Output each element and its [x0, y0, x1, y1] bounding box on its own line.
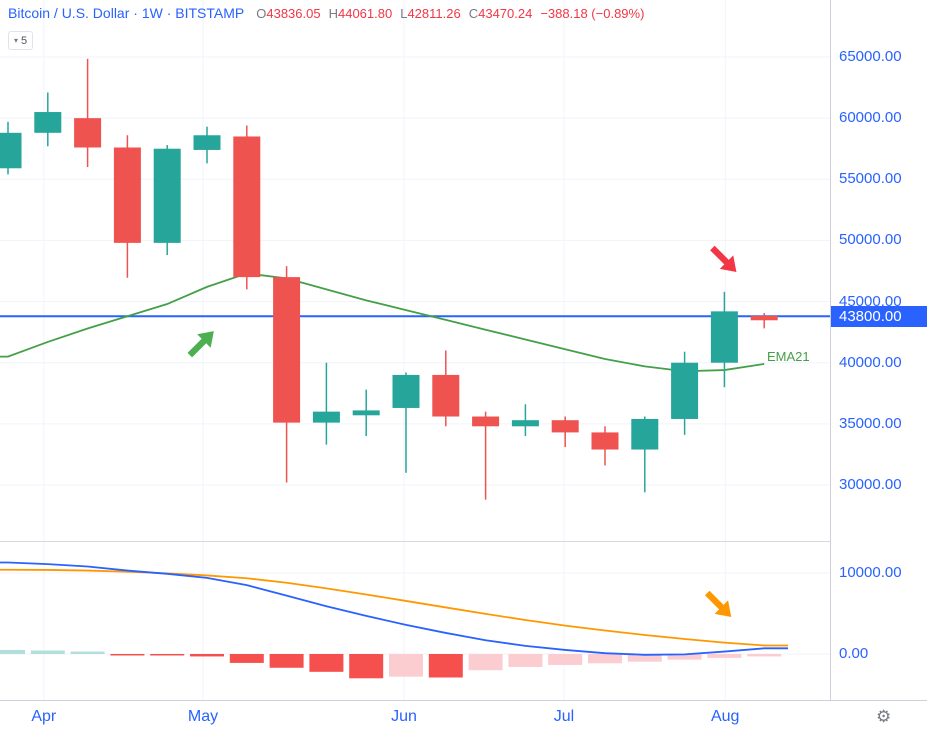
- ohlc-values: O43836.05 H44061.80 L42811.26 C43470.24 …: [256, 6, 644, 21]
- chart-legend: Bitcoin / U.S. Dollar · 1W · BITSTAMP O4…: [8, 5, 644, 21]
- change-value: −388.18 (−0.89%): [540, 6, 645, 21]
- candle-body: [113, 147, 141, 243]
- histogram-bar: [269, 654, 304, 668]
- open-value: 43836.05: [266, 6, 321, 21]
- candle-body: [34, 112, 62, 133]
- time-tick-label: Jun: [391, 708, 417, 725]
- candle-body: [432, 374, 460, 417]
- histogram-bar: [309, 654, 344, 672]
- low-value: 42811.26: [407, 6, 461, 21]
- time-tick-label: May: [187, 708, 219, 725]
- price-tick-label: 50000.00: [839, 231, 902, 249]
- candle-body: [511, 420, 539, 427]
- price-tick-label: 60000.00: [839, 109, 902, 127]
- candle-body: [352, 410, 380, 416]
- histogram-bar: [30, 650, 65, 654]
- histogram-bar: [627, 654, 662, 662]
- candle-body: [472, 416, 500, 427]
- candle-body: [591, 432, 619, 450]
- close-label: C: [468, 6, 479, 21]
- arrow-down-right-annotation: [704, 590, 732, 618]
- arrow-down-right-annotation: [710, 245, 737, 273]
- price-line-label: 43800.00: [831, 305, 927, 327]
- close-value: 43470.24: [478, 6, 533, 21]
- candlestick-chart-canvas[interactable]: [0, 0, 830, 700]
- indicator-tick-label: 10000.00: [839, 564, 902, 581]
- candle-body: [74, 118, 102, 148]
- histogram-bar: [349, 654, 384, 679]
- candle-body: [631, 418, 659, 450]
- histogram-bar: [667, 654, 702, 660]
- legend-collapsed-count: 5: [21, 34, 28, 47]
- candle-body: [671, 362, 699, 419]
- candle-body: [312, 411, 340, 423]
- price-tick-label: 65000.00: [839, 48, 902, 65]
- histogram-bar: [0, 649, 25, 654]
- time-tick-label: Apr: [31, 708, 57, 725]
- histogram-bar: [508, 654, 543, 667]
- histogram-bar: [707, 654, 742, 658]
- histogram-bar: [70, 651, 105, 654]
- price-tick-label: 30000.00: [839, 476, 902, 493]
- open-label: O: [256, 6, 267, 21]
- price-tick-label: 55000.00: [839, 170, 902, 188]
- legend-collapse-chip[interactable]: ▾ 5: [8, 31, 34, 50]
- settings-gear-icon[interactable]: ⚙: [876, 707, 892, 726]
- candle-body: [0, 132, 22, 169]
- histogram-bar: [389, 654, 423, 677]
- histogram-bar: [747, 654, 782, 657]
- high-value: 44061.80: [337, 6, 393, 21]
- histogram-bar: [229, 654, 264, 663]
- candle-body: [551, 420, 579, 433]
- time-tick-label: Aug: [710, 708, 740, 725]
- candle-body: [392, 374, 420, 408]
- histogram-bar: [428, 654, 463, 678]
- time-tick-label: Jul: [553, 708, 575, 725]
- arrow-up-right-annotation: [187, 331, 214, 358]
- ema-line: [0, 272, 765, 373]
- time-axis[interactable]: ⚙ Apr May Jun Jul Aug: [0, 700, 927, 734]
- histogram-bar: [150, 654, 185, 656]
- candle-body: [750, 315, 778, 321]
- candle-body: [193, 135, 221, 150]
- ema-label: EMA21: [767, 349, 810, 364]
- chevron-down-icon: ▾: [14, 35, 19, 45]
- price-tick-label: 45000.00: [839, 292, 902, 310]
- price-tick-label: 35000.00: [839, 414, 902, 432]
- macd-line: [0, 561, 788, 656]
- candle-body: [233, 136, 261, 278]
- histogram-bar: [190, 654, 224, 657]
- price-tick-label: 40000.00: [839, 353, 902, 371]
- histogram-bar: [588, 654, 622, 664]
- symbol-title[interactable]: Bitcoin / U.S. Dollar · 1W · BITSTAMP: [8, 5, 245, 21]
- candle-body: [710, 311, 738, 363]
- candle-body: [273, 277, 301, 423]
- low-label: L: [400, 6, 408, 21]
- histogram-bar: [468, 654, 503, 671]
- histogram-bar: [110, 654, 145, 656]
- indicator-tick-label: 0.00: [839, 645, 869, 662]
- histogram-bar: [548, 654, 583, 665]
- price-axis[interactable]: 43800.00 65000.00 60000.00 55000.00 50000.0…: [830, 0, 927, 700]
- high-label: H: [328, 6, 338, 21]
- signal-line: [0, 568, 788, 647]
- candle-body: [153, 148, 181, 243]
